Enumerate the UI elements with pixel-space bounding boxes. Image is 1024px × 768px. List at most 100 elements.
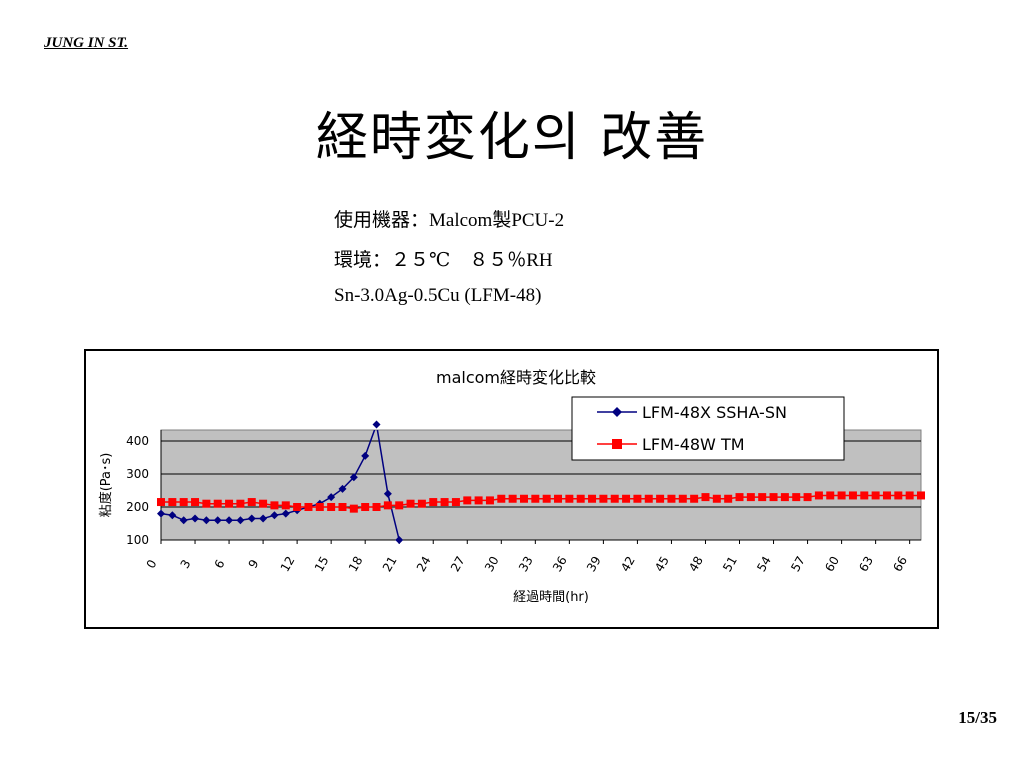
legend-marker-diamond-icon xyxy=(612,407,622,417)
data-point-series-1 xyxy=(236,516,245,525)
legend-marker-square-icon xyxy=(612,439,622,449)
data-point-series-2 xyxy=(882,491,891,500)
data-point-series-1 xyxy=(372,420,381,429)
data-point-series-2 xyxy=(157,498,165,507)
x-tick-label: 66 xyxy=(890,554,910,574)
data-point-series-2 xyxy=(338,503,347,511)
data-point-series-2 xyxy=(814,491,823,500)
data-point-series-2 xyxy=(644,494,653,503)
data-point-series-2 xyxy=(735,493,744,502)
data-point-series-2 xyxy=(622,494,631,503)
data-point-series-2 xyxy=(656,494,665,503)
data-point-series-2 xyxy=(213,499,222,508)
brand-header: JUNG IN ST. xyxy=(44,35,129,51)
data-point-series-2 xyxy=(724,494,733,503)
data-point-series-2 xyxy=(349,504,358,513)
data-point-series-2 xyxy=(406,499,415,508)
data-point-series-1 xyxy=(168,511,177,520)
x-axis-ticks: 0 3 6 9 12 15 18 21 24 27 30 33 36 39 42 45 48 51 54 57 60 63… xyxy=(144,540,911,574)
info-line-device: 使用機器：Malcom製PCU-2 xyxy=(334,210,565,231)
data-point-series-2 xyxy=(236,499,245,508)
data-point-series-1 xyxy=(179,516,188,525)
x-tick-label: 48 xyxy=(686,554,706,574)
data-point-series-1 xyxy=(349,473,358,482)
data-point-series-2 xyxy=(372,503,381,511)
y-axis-ticks: 100 200 300 400 xyxy=(126,434,149,547)
x-tick-label: 18 xyxy=(346,554,366,574)
x-tick-label: 21 xyxy=(380,554,400,574)
x-tick-label: 36 xyxy=(550,554,570,574)
info-line-environment: 環境：２５℃ ８５％RH xyxy=(334,250,553,271)
data-point-series-1 xyxy=(383,489,392,498)
legend-label-1: LFM-48X SSHA-SN xyxy=(642,403,787,422)
data-point-series-1 xyxy=(191,514,200,523)
data-point-series-2 xyxy=(565,494,574,503)
data-point-series-2 xyxy=(610,494,619,503)
data-point-series-2 xyxy=(497,494,506,503)
data-point-series-2 xyxy=(202,499,211,508)
x-tick-label: 30 xyxy=(482,554,502,574)
x-tick-label: 9 xyxy=(246,557,262,571)
data-point-series-2 xyxy=(599,494,608,503)
data-point-series-2 xyxy=(826,491,835,500)
x-tick-label: 54 xyxy=(754,554,774,574)
series-2 xyxy=(157,491,925,513)
data-point-series-2 xyxy=(451,498,460,507)
x-tick-label: 3 xyxy=(178,557,194,571)
x-tick-label: 60 xyxy=(822,554,842,574)
legend-label-2: LFM-48W TM xyxy=(642,435,745,454)
chart-legend: LFM-48X SSHA-SN LFM-48W TM xyxy=(571,396,845,461)
x-tick-label: 33 xyxy=(516,554,536,574)
data-point-series-2 xyxy=(327,503,336,511)
data-point-series-2 xyxy=(440,498,449,507)
x-tick-label: 0 xyxy=(144,557,160,571)
x-tick-label: 15 xyxy=(312,554,332,574)
data-point-series-2 xyxy=(361,503,370,511)
data-point-series-1 xyxy=(327,493,336,502)
data-point-series-2 xyxy=(803,493,812,502)
y-tick-label: 200 xyxy=(126,500,149,514)
data-point-series-1 xyxy=(225,516,234,525)
x-tick-label: 39 xyxy=(584,554,604,574)
data-point-series-1 xyxy=(247,514,256,523)
data-point-series-2 xyxy=(769,493,778,502)
data-point-series-1 xyxy=(395,536,404,544)
data-point-series-2 xyxy=(758,493,767,502)
x-tick-label: 63 xyxy=(856,554,876,574)
data-point-series-2 xyxy=(417,499,426,508)
data-point-series-2 xyxy=(168,498,177,507)
data-point-series-2 xyxy=(508,494,517,503)
series-layer xyxy=(157,420,925,544)
data-point-series-2 xyxy=(678,494,687,503)
x-tick-label: 42 xyxy=(618,554,638,574)
data-point-series-2 xyxy=(917,491,925,500)
data-point-series-2 xyxy=(712,494,721,503)
data-point-series-1 xyxy=(259,514,268,523)
x-tick-label: 12 xyxy=(278,554,298,574)
data-point-series-2 xyxy=(792,493,801,502)
data-point-series-1 xyxy=(213,516,222,525)
data-point-series-2 xyxy=(191,498,200,507)
y-tick-label: 100 xyxy=(126,533,149,547)
data-point-series-2 xyxy=(463,496,472,505)
data-point-series-2 xyxy=(395,501,404,510)
data-point-series-2 xyxy=(542,494,551,503)
x-tick-label: 51 xyxy=(720,554,740,574)
x-tick-label: 6 xyxy=(212,557,228,571)
data-point-series-2 xyxy=(837,491,846,500)
data-point-series-2 xyxy=(554,494,563,503)
x-axis-label: 経過時間(hr) xyxy=(513,590,589,605)
x-tick-label: 27 xyxy=(448,554,468,574)
data-point-series-2 xyxy=(894,491,903,500)
data-point-series-2 xyxy=(519,494,528,503)
data-point-series-2 xyxy=(531,494,540,503)
data-point-series-2 xyxy=(780,493,789,502)
info-line-alloy: Sn-3.0Ag-0.5Cu (LFM-48) xyxy=(334,285,542,306)
data-point-series-2 xyxy=(270,501,279,510)
data-point-series-2 xyxy=(247,498,256,507)
data-point-series-2 xyxy=(588,494,597,503)
data-point-series-2 xyxy=(281,501,290,510)
data-point-series-2 xyxy=(429,498,438,507)
data-point-series-1 xyxy=(338,484,347,493)
